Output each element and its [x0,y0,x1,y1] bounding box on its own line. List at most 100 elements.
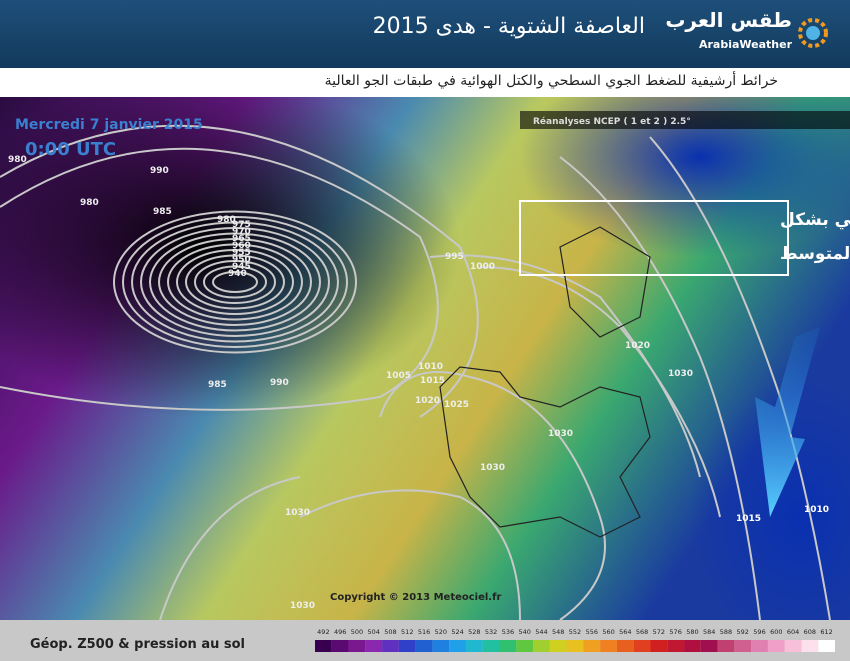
isobar-label: 1005 [386,371,411,381]
isobar [185,254,285,310]
scale-label: 504 [367,628,379,636]
isobar-label: 985 [153,207,172,217]
isobar-labels: 9809909809859809759709659609559509459409… [8,155,829,611]
annotation-box [519,200,789,276]
scale-swatch [398,640,416,652]
scale-swatch [801,640,819,652]
map-date: Mercredi 7 janvier 2015 [15,117,203,133]
scale-label: 604 [787,628,799,636]
scale-swatch [449,640,466,652]
isobars [0,124,831,621]
scale-label: 560 [602,628,614,636]
isobar-label: 1010 [804,505,829,515]
scale-swatch [465,640,483,652]
isobar [122,216,348,348]
scale-swatch [549,640,567,652]
isobar-label: 1030 [290,601,315,611]
logo-latin: ArabiaWeather [698,38,792,51]
scale-swatch [432,640,450,652]
isobar-label: 1000 [470,262,495,272]
isobar-label: 1030 [480,463,505,473]
scale-label: 612 [820,628,832,636]
scale-swatch [516,640,534,652]
isobar-label: 990 [270,378,289,388]
scale-label: 600 [770,628,782,636]
scale-swatch [415,640,433,652]
isobar [429,254,701,478]
scale-swatch [667,640,685,652]
scale-swatch [382,640,399,652]
subtitle: خرائط أرشيفية للضغط الجوي السطحي والكتل … [324,73,778,89]
header-title: العاصفة الشتوية - هدى 2015 [372,14,645,39]
scale-swatch [684,640,701,652]
isobar-label: 1030 [668,369,693,379]
isobar [299,489,521,621]
scale-label: 540 [518,628,530,636]
isobar-label: 990 [150,166,169,176]
isobar-label: 965 [232,234,251,244]
scale-label: 596 [753,628,765,636]
scale-label: 608 [804,628,816,636]
scale-swatch [717,640,735,652]
header: العاصفة الشتوية - هدى 2015 طقس العرب Ara… [0,0,850,68]
scale-swatch [616,640,634,652]
isobar [159,476,301,621]
isobar [167,243,303,321]
scale-swatch [499,640,517,652]
scale-swatch [365,640,383,652]
copyright: Copyright © 2013 Meteociel.fr [330,592,501,603]
isobar [194,260,276,304]
scale-label: 576 [669,628,681,636]
isobar-label: 960 [232,241,251,251]
scale-swatch [767,640,785,652]
scale-label: 532 [485,628,497,636]
scale-label: 572 [653,628,665,636]
isobar [0,147,439,411]
scale-swatch [331,640,349,652]
isobar [176,249,294,315]
map-source: Réanalyses NCEP ( 1 et 2 ) 2.5° [533,116,691,127]
scale-label: 508 [384,628,396,636]
isobar [212,271,258,293]
scale-label: 568 [636,628,648,636]
isobar-label: 1020 [625,341,650,351]
scale-swatch [348,640,366,652]
scale-label: 524 [451,628,463,636]
scale-swatch [784,640,802,652]
annotation: مباشر نحو شرق المتوسط [780,244,850,264]
isobar-label: 970 [232,227,251,237]
legend-title: Géop. Z500 & pression au sol [30,637,245,652]
scale-swatch [751,640,768,652]
isobar [131,221,339,343]
scale-label: 500 [351,628,363,636]
scale-swatch [734,640,752,652]
isobar-label: 995 [445,252,464,262]
isobar-label: 1030 [285,508,310,518]
scale-label: 584 [703,628,715,636]
scale-label: 564 [619,628,631,636]
isobar-label: 950 [232,255,251,265]
isobar-label: 980 [80,198,99,208]
scale-swatch [633,640,651,652]
scale-swatch [818,640,835,652]
scale-swatch [700,640,718,652]
isobar [379,371,606,621]
isobar-label: 945 [232,262,251,272]
scale-label: 528 [468,628,480,636]
scale-label: 544 [535,628,547,636]
isobar-label: 1010 [418,362,443,372]
scale-label: 516 [418,628,430,636]
scale-swatch [583,640,601,652]
scale-label: 496 [334,628,346,636]
scale-label: 592 [737,628,749,636]
color-scale: 492 496 500 504 508 512 516 520 524 528 532 536 540 5… [315,628,835,652]
isobar-label: 975 [232,220,251,230]
scale-swatch [600,640,617,652]
scale-swatch [566,640,584,652]
isobar [113,210,357,354]
isobar-label: 1015 [736,514,761,524]
isobar [0,124,479,418]
isobar-label: 1025 [444,400,469,410]
scale-label: 552 [569,628,581,636]
